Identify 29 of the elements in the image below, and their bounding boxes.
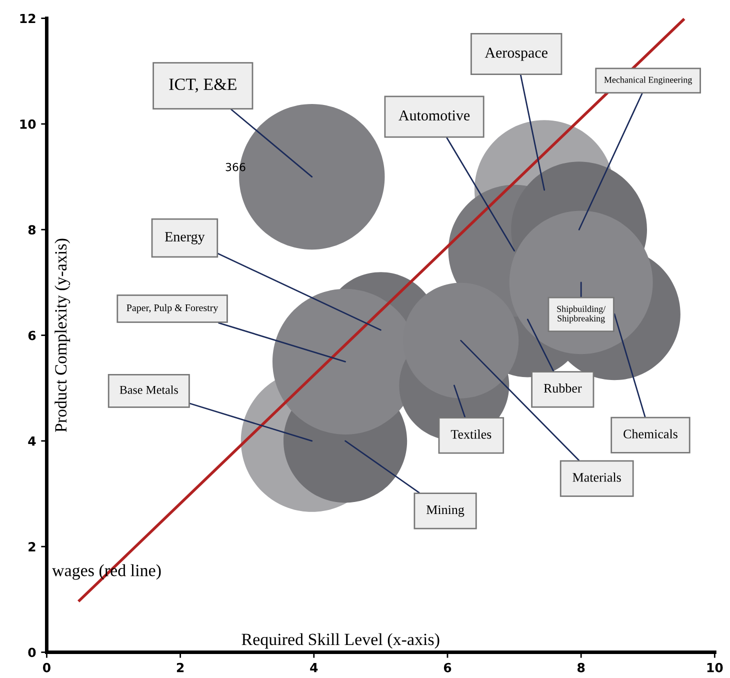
y-tick-label: 10 xyxy=(20,119,36,129)
annotation: Automotive xyxy=(398,110,470,120)
y-tick-label: 0 xyxy=(28,648,36,658)
y-tick-label: 2 xyxy=(28,542,36,552)
y-tick-label: 8 xyxy=(28,225,36,235)
annotation: Energy xyxy=(165,232,205,244)
annotation: Shipbuilding/ Shipbreaking xyxy=(557,306,606,324)
x-tick-label: 4 xyxy=(310,663,318,672)
y-tick-label: 4 xyxy=(28,436,36,446)
y-axis-title: Product Complexity (y-axis) xyxy=(54,238,70,432)
x-tick-label: 0 xyxy=(42,662,50,672)
x-tick-label: 6 xyxy=(444,662,452,672)
x-axis-title: Required Skill Level (x-axis) xyxy=(242,633,440,649)
annotation: Aerospace xyxy=(484,48,548,61)
annotation: Paper, Pulp & Forestry xyxy=(126,304,218,314)
annotation: ICT, E&E xyxy=(169,78,236,92)
y-tick-label: 12 xyxy=(20,14,36,24)
annotation: Chemicals xyxy=(624,429,678,438)
annotation: Rubber xyxy=(544,384,582,393)
x-tick-label: 8 xyxy=(577,662,585,672)
x-tick-label: 2 xyxy=(176,662,184,672)
annotation: Textiles xyxy=(450,430,492,439)
annotation: Materials xyxy=(572,472,621,482)
annotation: Mechanical Engineering xyxy=(604,76,692,85)
annotation: 366 xyxy=(226,162,246,172)
y-tick-label: 6 xyxy=(28,330,36,340)
annotation: Mining xyxy=(426,505,464,517)
x-tick-label: 10 xyxy=(707,662,723,672)
annotation: Base Metals xyxy=(120,385,178,394)
